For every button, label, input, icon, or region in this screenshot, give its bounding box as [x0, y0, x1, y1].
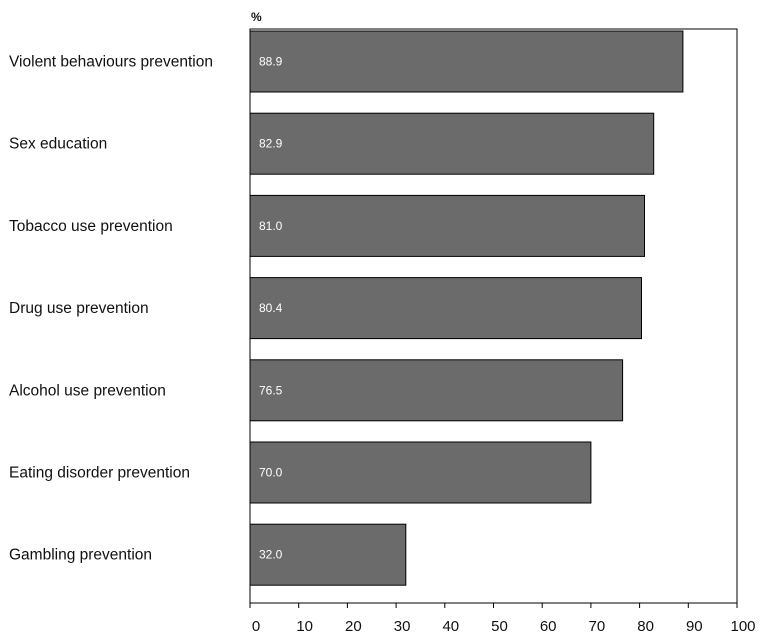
bar-value-label: 82.9 [259, 137, 283, 151]
bar-value-label: 70.0 [259, 466, 283, 480]
bar [249, 112, 655, 175]
bar-value-label: 76.5 [259, 383, 283, 397]
category-label: Tobacco use prevention [9, 218, 173, 235]
x-tick-label: 100 [730, 618, 755, 634]
bar [249, 523, 407, 586]
category-label: Sex education [9, 136, 107, 153]
x-tick-label: 40 [442, 618, 459, 634]
category-label: Drug use prevention [9, 300, 149, 317]
category-label: Alcohol use prevention [9, 382, 166, 399]
category-label: Gambling prevention [9, 547, 152, 564]
bar-value-label: 88.9 [259, 55, 283, 69]
x-tick-label: 30 [394, 618, 411, 634]
bar [249, 359, 624, 422]
bar-value-label: 32.0 [259, 548, 283, 562]
bar [249, 277, 642, 340]
bar [249, 194, 645, 257]
category-label: Eating disorder prevention [9, 465, 190, 482]
x-tick-label: 80 [637, 618, 654, 634]
category-labels: Violent behaviours prevention Sex educati… [9, 54, 213, 564]
x-tick-label: 0 [252, 618, 260, 634]
x-tick-label: 70 [589, 618, 606, 634]
bar [249, 30, 684, 93]
x-tick-label: 60 [540, 618, 557, 634]
x-tick-label: 20 [345, 618, 362, 634]
bar [249, 441, 592, 504]
x-axis: 0 10 20 30 40 50 60 70 80 90 100 [249, 603, 756, 634]
bar-value-label: 80.4 [259, 301, 283, 315]
category-label: Violent behaviours prevention [9, 54, 213, 71]
x-tick-label: 10 [296, 618, 313, 634]
bar-value-label: 81.0 [259, 219, 283, 233]
x-tick-label: 90 [686, 618, 703, 634]
bars-layer: 88.9 82.9 81.0 80.4 76.5 70.0 32.0 [249, 30, 684, 586]
unit-label: % [251, 10, 262, 24]
x-tick-label: 50 [491, 618, 508, 634]
